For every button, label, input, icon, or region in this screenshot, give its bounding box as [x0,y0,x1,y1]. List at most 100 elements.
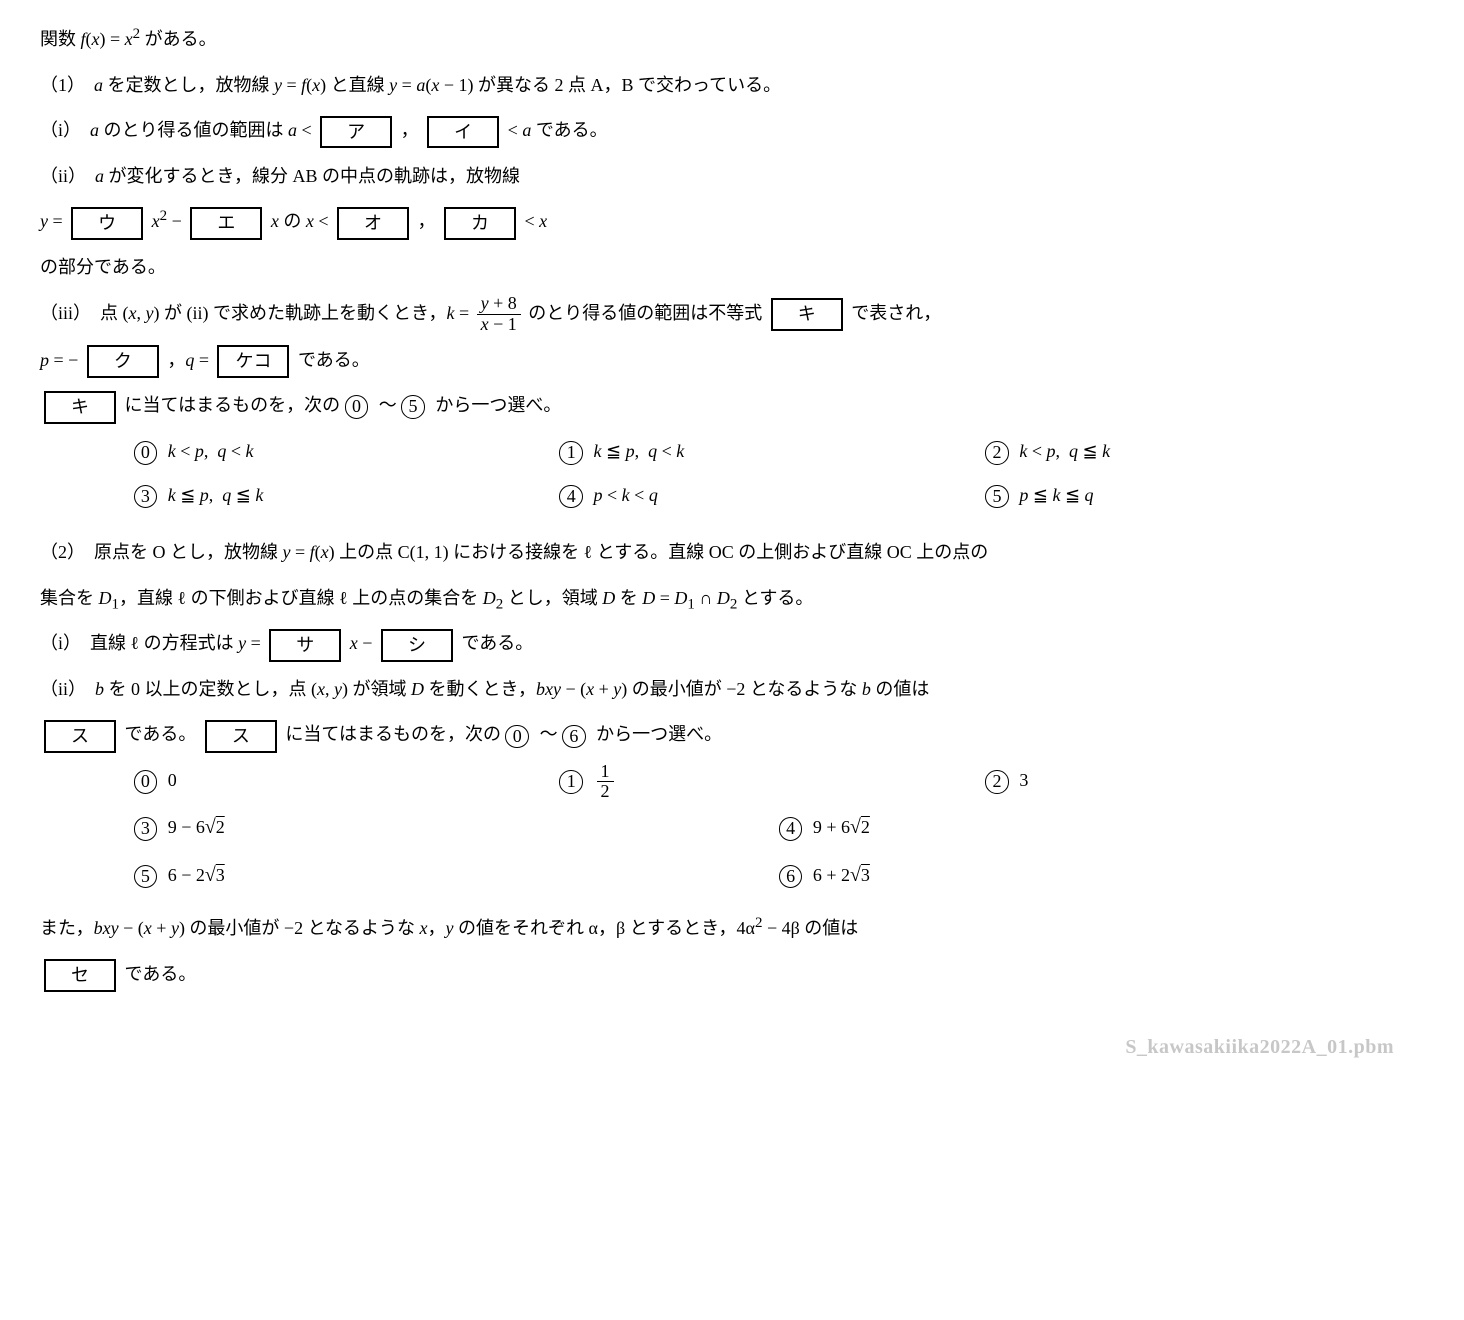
opt-4-num: 4 [559,485,583,509]
p1-iii-lead-c: で表され， [851,303,941,323]
opt2-6-num: 6 [779,865,803,889]
opt-2: 2 k < p, q ≦ k [985,432,1411,472]
p1-i-pre: a のとり得る値の範囲は a < [90,120,312,140]
intro-text: 関数 f(x) = x2 がある。 [40,20,1424,60]
circ-5: 5 [401,395,425,419]
blank-su-2: ス [205,720,277,753]
p2-i-post: である。 [461,633,533,653]
circ-6b: 6 [562,725,586,749]
p1-iii-l3-d: から一つ選べ。 [435,395,561,415]
opt2-1-frac: 12 [597,762,614,803]
problem-2-ii-tail: また，bxy − (x + y) の最小値が −2 となるような x，y の値を… [40,909,1424,949]
fraction-k: y + 8 x − 1 [477,294,521,335]
p2-ii-options-row3: 5 6 − 2√3 6 6 + 2√3 [134,854,1424,902]
opt-0-num: 0 [134,441,158,465]
p1-iii-lead-b: のとり得る値の範囲は不等式 [528,303,762,323]
opt2-5-num: 5 [134,865,158,889]
p1-iii-l3-c: ～ [379,395,397,415]
blank-ki-ref: キ [44,391,116,424]
p2-ii-mid1: である。 [125,724,197,744]
opt2-2-text: 3 [1019,770,1028,790]
p1-ii-eq-mid2: x の x < [271,211,329,231]
opt-0: 0 k < p, q < k [134,432,560,472]
problem-2: （2） 原点を O とし，放物線 y = f(x) 上の点 C(1, 1) にお… [40,533,1424,573]
p1-iii-l2-c: である。 [298,350,370,370]
opt-5-num: 5 [985,485,1009,509]
circ-0: 0 [345,395,369,419]
p1-ii-eq-post: < x [524,211,547,231]
opt-4: 4 p < k < q [559,476,985,516]
sub-num-1-iii: （iii） [40,303,91,323]
opt-3-num: 3 [134,485,158,509]
problem-1-lead: a を定数とし，放物線 y = f(x) と直線 y = a(x − 1) が異… [94,75,781,95]
problem-1-iii-line2: p = − ク ，q = ケコ である。 [40,341,1424,381]
opt2-1: 1 12 [559,761,985,802]
p1-iii-l3-b: に当てはまるものを，次の [125,395,341,415]
opt2-3: 3 9 − 6√2 [134,806,779,850]
problem-2-ii: （ii） b を 0 以上の定数とし，点 (x, y) が領域 D を動くとき，… [40,670,1424,710]
opt-3: 3 k ≦ p, q ≦ k [134,476,560,516]
problem-2-lead1: 原点を O とし，放物線 y = f(x) 上の点 C(1, 1) における接線… [94,542,988,562]
opt2-2-num: 2 [985,770,1009,794]
blank-ki: キ [771,298,843,331]
opt2-0-num: 0 [134,770,158,794]
blank-i: イ [427,116,499,149]
problem-2-lead2: 集合を D1，直線 ℓ の下側および直線 ℓ 上の点の集合を D2 とし，領域 … [40,579,1424,619]
opt-1-num: 1 [559,441,583,465]
problem-2-ii-line2: ス である。 ス に当てはまるものを，次の 0 ～ 6 から一つ選べ。 [40,715,1424,755]
p1-i-mid: ， [401,120,419,140]
sub-num-1-ii: （ii） [40,166,86,186]
p2-ii-lead: b を 0 以上の定数とし，点 (x, y) が領域 D を動くとき，bxy −… [95,679,929,699]
p2-i-mid: x − [350,633,373,653]
opt2-0: 0 0 [134,761,560,802]
p1-iii-lead-a: 点 (x, y) が (ii) で求めた軌跡上を動くとき，k = [100,303,469,323]
blank-o: オ [337,207,409,240]
problem-1-ii-eq: y = ウ x2 − エ x の x < オ ， カ < x [40,202,1424,242]
blank-ku: ク [87,345,159,378]
p2-ii-mid3: ～ [540,724,558,744]
opt-5: 5 p ≦ k ≦ q [985,476,1411,516]
blank-u: ウ [71,207,143,240]
p2-ii-mid4: から一つ選べ。 [596,724,722,744]
p2-ii-tail1: また，bxy − (x + y) の最小値が −2 となるような x，y の値を… [40,918,858,938]
p2-ii-tail2-text: である。 [125,964,197,984]
problem-2-ii-tail2: セ である。 [40,955,1424,995]
p2-ii-mid2: に当てはまるものを，次の [285,724,501,744]
blank-ka: カ [444,207,516,240]
opt2-5: 5 6 − 2√3 [134,854,779,898]
sub-num-2-i: （i） [40,633,81,653]
blank-a: ア [320,116,392,149]
sub-num-1-i: （i） [40,120,81,140]
blank-su-1: ス [44,720,116,753]
opt2-4: 4 9 + 6√2 [779,806,1424,850]
problem-2-i: （i） 直線 ℓ の方程式は y = サ x − シ である。 [40,624,1424,664]
opt2-2: 2 3 [985,761,1411,802]
problem-1-iii-line3: キ に当てはまるものを，次の 0 ～ 5 から一つ選べ。 [40,386,1424,426]
problem-1-i: （i） a のとり得る値の範囲は a < ア ， イ < a である。 [40,111,1424,151]
opt2-0-text: 0 [168,770,177,790]
problem-1: （1） a を定数とし，放物線 y = f(x) と直線 y = a(x − 1… [40,66,1424,106]
blank-se: セ [44,959,116,992]
p1-ii-eq-mid3: ， [417,211,435,231]
p1-iii-options: 0 k < p, q < k 1 k ≦ p, q < k 2 k < p, q… [134,432,1424,519]
problem-1-ii-tail: の部分である。 [40,248,1424,288]
blank-shi: シ [381,629,453,662]
p1-ii-lead: a が変化するとき，線分 AB の中点の軌跡は，放物線 [95,166,520,186]
problem-1-ii: （ii） a が変化するとき，線分 AB の中点の軌跡は，放物線 [40,157,1424,197]
p1-iii-l2-a: p = − [40,350,78,370]
p1-i-post: < a である。 [508,120,608,140]
blank-sa: サ [269,629,341,662]
p2-ii-options-row2: 3 9 − 6√2 4 9 + 6√2 [134,806,1424,854]
problem-1-iii: （iii） 点 (x, y) が (ii) で求めた軌跡上を動くとき，k = y… [40,294,1424,335]
p2-i-pre: 直線 ℓ の方程式は y = [90,633,261,653]
frac-num: y + 8 [477,294,521,315]
p1-ii-eq-mid1: x2 − [152,211,182,231]
opt2-3-num: 3 [134,817,158,841]
opt2-1-num: 1 [559,770,583,794]
blank-keko: ケコ [217,345,289,378]
sub-num-2-ii: （ii） [40,679,86,699]
watermark-text: S_kawasakiika2022A_01.pbm [40,1025,1394,1069]
circ-0b: 0 [505,725,529,749]
p1-iii-l2-b: ，q = [167,350,209,370]
p1-ii-eq-pre: y = [40,211,63,231]
